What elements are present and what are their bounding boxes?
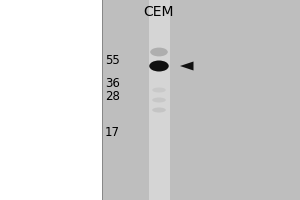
Ellipse shape [150,48,168,56]
Bar [148,0,170,200]
Bar [0,0,108,200]
Ellipse shape [152,108,166,112]
Bar [102,0,300,200]
Bar [102,0,103,200]
Text: 17: 17 [105,126,120,138]
Ellipse shape [152,87,166,92]
Ellipse shape [149,60,169,72]
Text: 36: 36 [105,77,120,90]
Text: CEM: CEM [144,5,174,19]
Ellipse shape [152,98,166,102]
Text: 55: 55 [105,53,120,66]
Polygon shape [180,62,194,70]
Text: 28: 28 [105,90,120,102]
